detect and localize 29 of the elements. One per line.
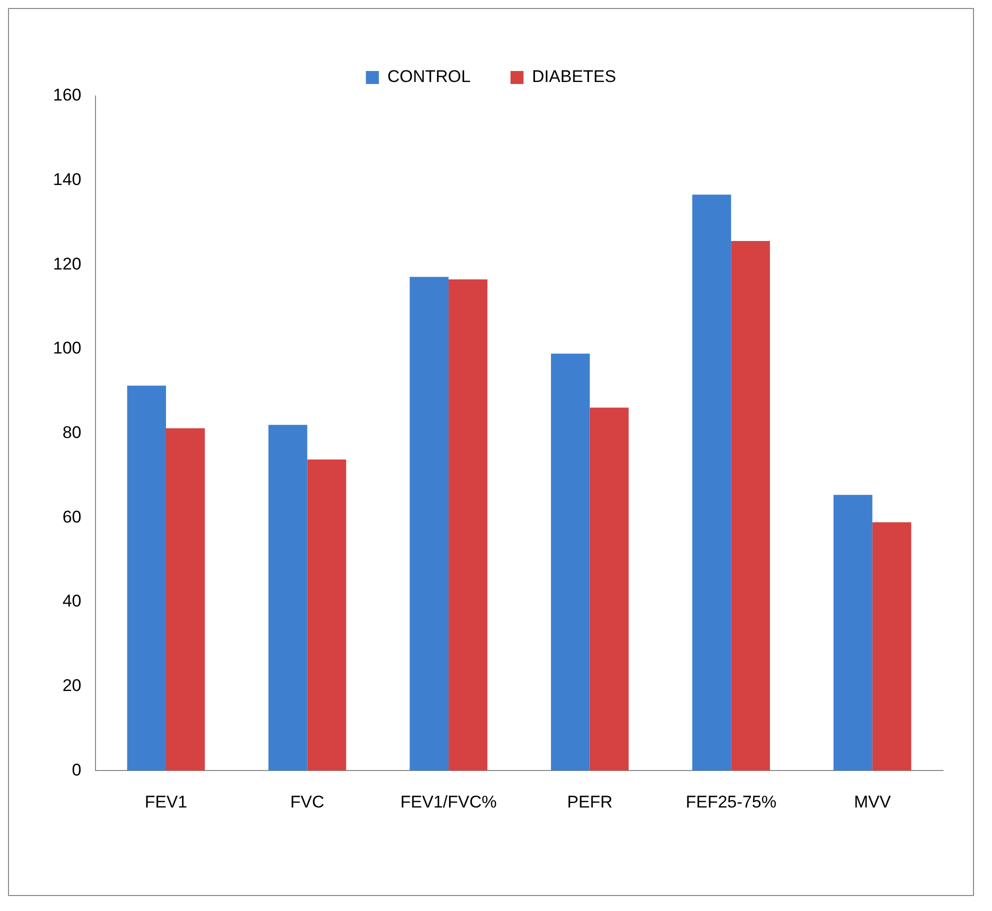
y-tick-label: 140 xyxy=(52,170,82,190)
y-tick-label: 100 xyxy=(52,338,82,358)
bar xyxy=(590,408,629,771)
legend-label: CONTROL xyxy=(387,67,471,86)
y-tick-label: 0 xyxy=(72,760,82,780)
y-tick-label: 160 xyxy=(52,86,82,105)
legend-label: DIABETES xyxy=(532,67,616,86)
x-tick-label: FVC xyxy=(290,792,324,812)
y-tick-label: 40 xyxy=(62,592,82,611)
y-tick-label: 120 xyxy=(52,254,82,274)
bar xyxy=(872,522,912,771)
bar xyxy=(166,428,205,771)
bar xyxy=(268,424,308,771)
bar xyxy=(448,279,488,771)
bar xyxy=(307,459,346,771)
bar xyxy=(731,241,770,771)
x-tick-label: FEF25-75% xyxy=(686,792,776,812)
bar xyxy=(410,276,449,771)
bar xyxy=(550,354,590,771)
x-tick-label: MVV xyxy=(854,792,892,812)
x-tick-label: FEV1 xyxy=(144,792,188,812)
y-tick-label: 20 xyxy=(62,676,82,695)
x-tick-label: FEV1/FVC% xyxy=(400,792,497,812)
bar xyxy=(834,494,872,771)
y-tick-label: 60 xyxy=(62,507,82,526)
x-tick-label: PEFR xyxy=(567,792,612,812)
y-tick-label: 80 xyxy=(62,422,82,442)
bar xyxy=(692,194,732,771)
bar xyxy=(127,386,166,771)
